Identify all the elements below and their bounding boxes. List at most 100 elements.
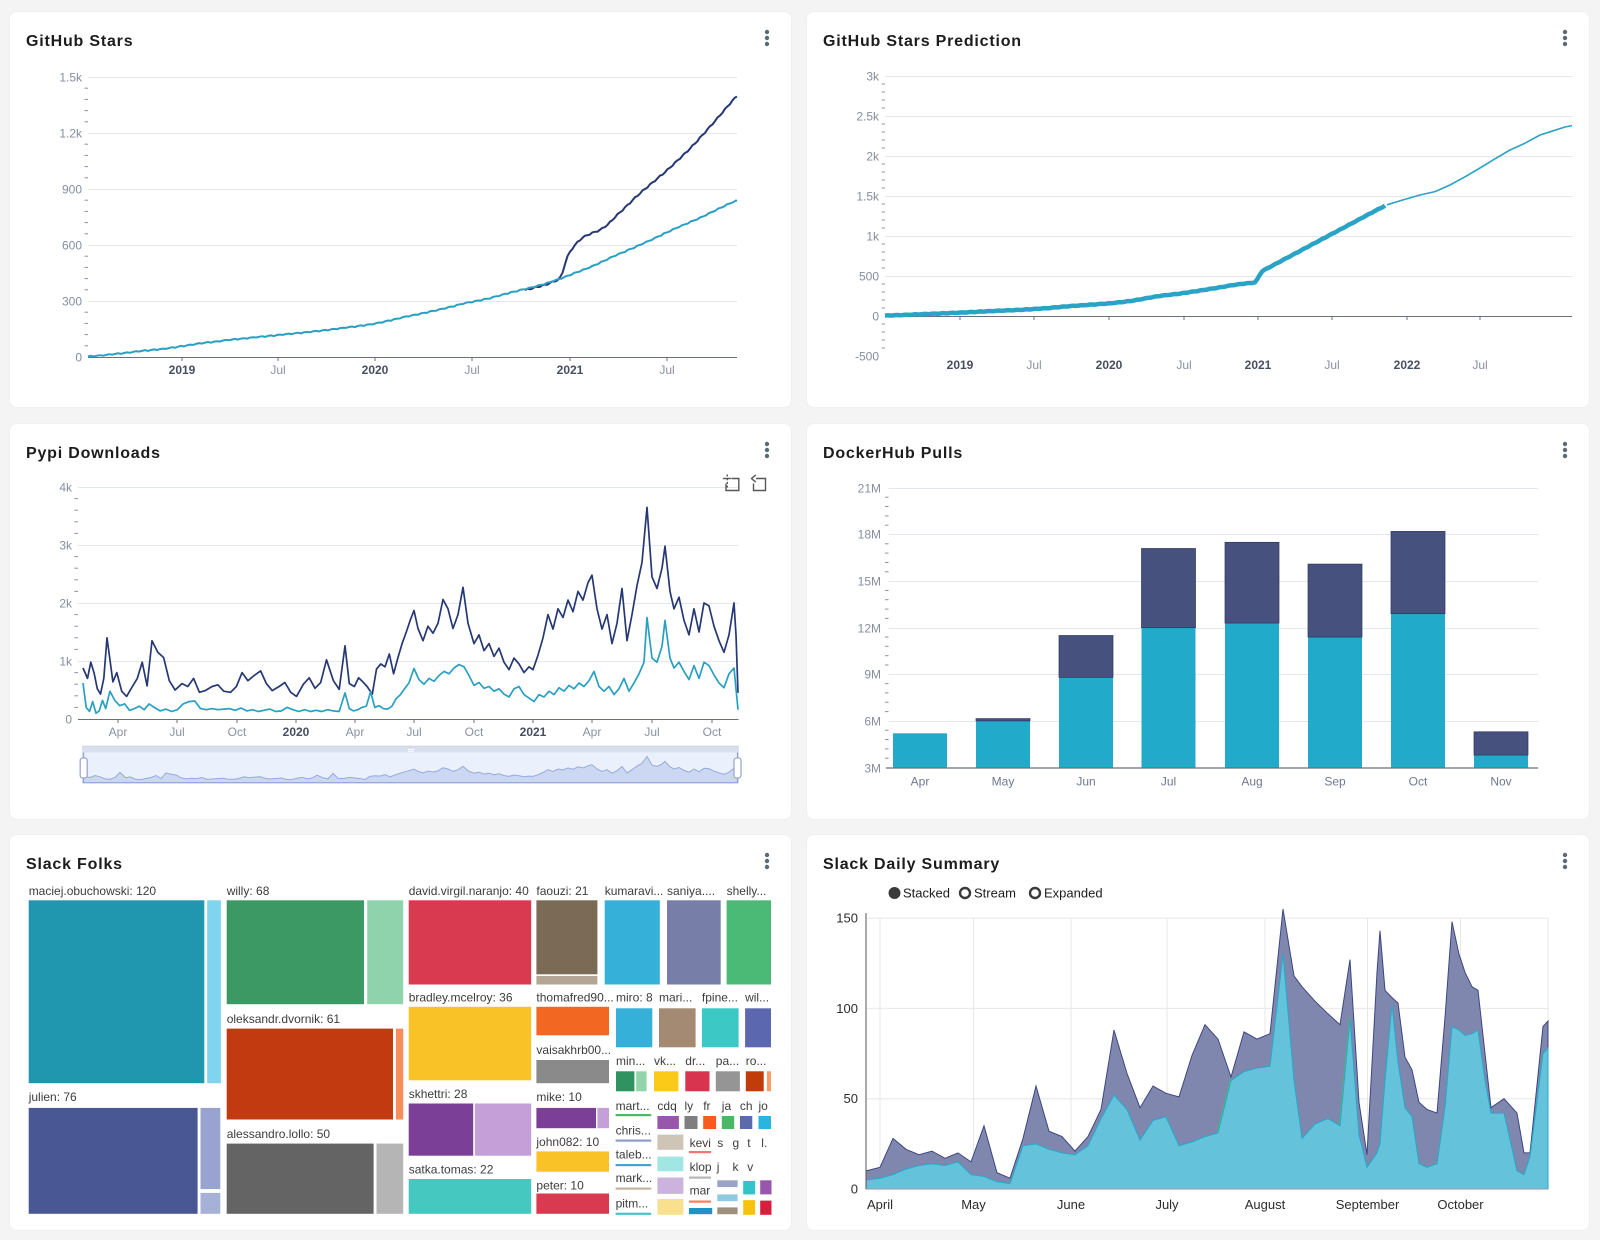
svg-text:kumaravi...: kumaravi... bbox=[605, 884, 664, 898]
svg-text:July: July bbox=[1155, 1197, 1179, 1212]
svg-text:18M: 18M bbox=[858, 528, 881, 542]
svg-text:Jul: Jul bbox=[464, 363, 479, 377]
svg-text:willy: 68: willy: 68 bbox=[226, 884, 270, 898]
svg-text:Apr: Apr bbox=[346, 725, 365, 739]
svg-text:2k: 2k bbox=[866, 150, 880, 164]
svg-text:thomafred90...: thomafred90... bbox=[536, 991, 613, 1005]
svg-text:2019: 2019 bbox=[947, 358, 974, 372]
svg-text:0: 0 bbox=[75, 351, 82, 365]
svg-text:150: 150 bbox=[836, 911, 858, 926]
svg-text:3k: 3k bbox=[866, 70, 880, 84]
svg-text:1k: 1k bbox=[866, 230, 880, 244]
svg-text:mike: 10: mike: 10 bbox=[536, 1090, 582, 1104]
svg-text:fr: fr bbox=[703, 1099, 710, 1113]
svg-text:Jun: Jun bbox=[1076, 775, 1095, 789]
svg-text:k: k bbox=[733, 1160, 740, 1174]
svg-text:Apr: Apr bbox=[911, 775, 930, 789]
svg-text:Apr: Apr bbox=[109, 725, 128, 739]
svg-text:100: 100 bbox=[836, 1001, 858, 1016]
svg-text:September: September bbox=[1336, 1197, 1400, 1212]
svg-text:oleksandr.dvornik: 61: oleksandr.dvornik: 61 bbox=[227, 1012, 341, 1026]
svg-text:3M: 3M bbox=[864, 762, 881, 776]
svg-text:ly: ly bbox=[685, 1099, 694, 1113]
svg-text:Apr: Apr bbox=[583, 725, 602, 739]
svg-text:1.5k: 1.5k bbox=[59, 71, 83, 85]
svg-text:alessandro.lollo: 50: alessandro.lollo: 50 bbox=[227, 1127, 331, 1141]
svg-text:Oct: Oct bbox=[703, 725, 722, 739]
svg-text:l.: l. bbox=[761, 1136, 767, 1150]
svg-text:wil...: wil... bbox=[744, 991, 769, 1005]
svg-text:t: t bbox=[747, 1136, 751, 1150]
svg-text:miro: 8: miro: 8 bbox=[616, 991, 653, 1005]
svg-text:vk...: vk... bbox=[654, 1054, 676, 1068]
svg-text:min...: min... bbox=[616, 1054, 645, 1068]
svg-text:1.5k: 1.5k bbox=[856, 190, 880, 204]
svg-text:Jul: Jul bbox=[1472, 358, 1487, 372]
svg-text:julien: 76: julien: 76 bbox=[28, 1090, 77, 1104]
svg-text:50: 50 bbox=[844, 1091, 858, 1106]
svg-text:pa...: pa... bbox=[716, 1054, 739, 1068]
svg-text:s: s bbox=[717, 1136, 723, 1150]
svg-text:May: May bbox=[992, 775, 1015, 789]
svg-text:May: May bbox=[961, 1197, 986, 1212]
svg-text:Sep: Sep bbox=[1324, 775, 1346, 789]
svg-text:cdq: cdq bbox=[657, 1099, 676, 1113]
svg-text:Jul: Jul bbox=[1324, 358, 1339, 372]
svg-text:0: 0 bbox=[872, 310, 879, 324]
svg-text:g: g bbox=[733, 1136, 740, 1150]
svg-text:Oct: Oct bbox=[228, 725, 247, 739]
svg-text:900: 900 bbox=[62, 183, 82, 197]
svg-text:Oct: Oct bbox=[465, 725, 484, 739]
svg-text:Jul: Jul bbox=[1176, 358, 1191, 372]
svg-text:2020: 2020 bbox=[283, 725, 310, 739]
svg-text:-500: -500 bbox=[855, 350, 879, 364]
svg-text:August: August bbox=[1245, 1197, 1286, 1212]
svg-text:fpine...: fpine... bbox=[702, 991, 738, 1005]
svg-text:12M: 12M bbox=[858, 622, 881, 636]
svg-text:Stacked: Stacked bbox=[903, 886, 950, 901]
svg-text:david.virgil.naranjo: 40: david.virgil.naranjo: 40 bbox=[409, 884, 529, 898]
svg-text:faouzi: 21: faouzi: 21 bbox=[536, 884, 588, 898]
svg-text:dr...: dr... bbox=[685, 1054, 705, 1068]
svg-text:2021: 2021 bbox=[520, 725, 547, 739]
svg-text:Jul: Jul bbox=[644, 725, 659, 739]
svg-text:1k: 1k bbox=[59, 655, 73, 669]
svg-text:jo: jo bbox=[758, 1099, 769, 1113]
svg-text:15M: 15M bbox=[858, 575, 881, 589]
svg-text:mark...: mark... bbox=[616, 1171, 653, 1185]
svg-text:2020: 2020 bbox=[1096, 358, 1123, 372]
svg-text:shelly...: shelly... bbox=[727, 884, 767, 898]
svg-text:0: 0 bbox=[851, 1182, 858, 1197]
svg-text:3k: 3k bbox=[59, 539, 73, 553]
svg-text:peter: 10: peter: 10 bbox=[536, 1179, 584, 1193]
svg-text:chris...: chris... bbox=[616, 1124, 651, 1138]
svg-text:mart...: mart... bbox=[616, 1099, 650, 1113]
svg-text:john082: 10: john082: 10 bbox=[535, 1135, 599, 1149]
svg-text:saniya....: saniya.... bbox=[667, 884, 715, 898]
svg-text:klop: klop bbox=[690, 1160, 712, 1174]
svg-text:Jul: Jul bbox=[659, 363, 674, 377]
svg-text:Stream: Stream bbox=[974, 886, 1016, 901]
svg-text:taleb...: taleb... bbox=[616, 1148, 652, 1162]
svg-text:Jul: Jul bbox=[1026, 358, 1041, 372]
svg-text:Jul: Jul bbox=[406, 725, 421, 739]
svg-text:bradley.mcelroy: 36: bradley.mcelroy: 36 bbox=[409, 991, 513, 1005]
svg-text:ro...: ro... bbox=[746, 1054, 767, 1068]
svg-text:500: 500 bbox=[859, 270, 879, 284]
svg-text:satka.tomas: 22: satka.tomas: 22 bbox=[409, 1163, 494, 1177]
svg-text:1.2k: 1.2k bbox=[59, 127, 83, 141]
svg-text:October: October bbox=[1437, 1197, 1484, 1212]
svg-text:Expanded: Expanded bbox=[1044, 886, 1103, 901]
svg-text:April: April bbox=[867, 1197, 893, 1212]
svg-text:June: June bbox=[1057, 1197, 1085, 1212]
svg-text:9M: 9M bbox=[864, 668, 881, 682]
svg-text:21M: 21M bbox=[858, 482, 881, 496]
svg-text:300: 300 bbox=[62, 295, 82, 309]
svg-text:600: 600 bbox=[62, 239, 82, 253]
svg-text:pitm...: pitm... bbox=[616, 1197, 649, 1211]
svg-text:j: j bbox=[716, 1160, 720, 1174]
svg-text:maciej.obuchowski: 120: maciej.obuchowski: 120 bbox=[29, 884, 157, 898]
svg-text:2.5k: 2.5k bbox=[856, 110, 880, 124]
svg-text:2020: 2020 bbox=[362, 363, 389, 377]
svg-text:Jul: Jul bbox=[1161, 775, 1176, 789]
